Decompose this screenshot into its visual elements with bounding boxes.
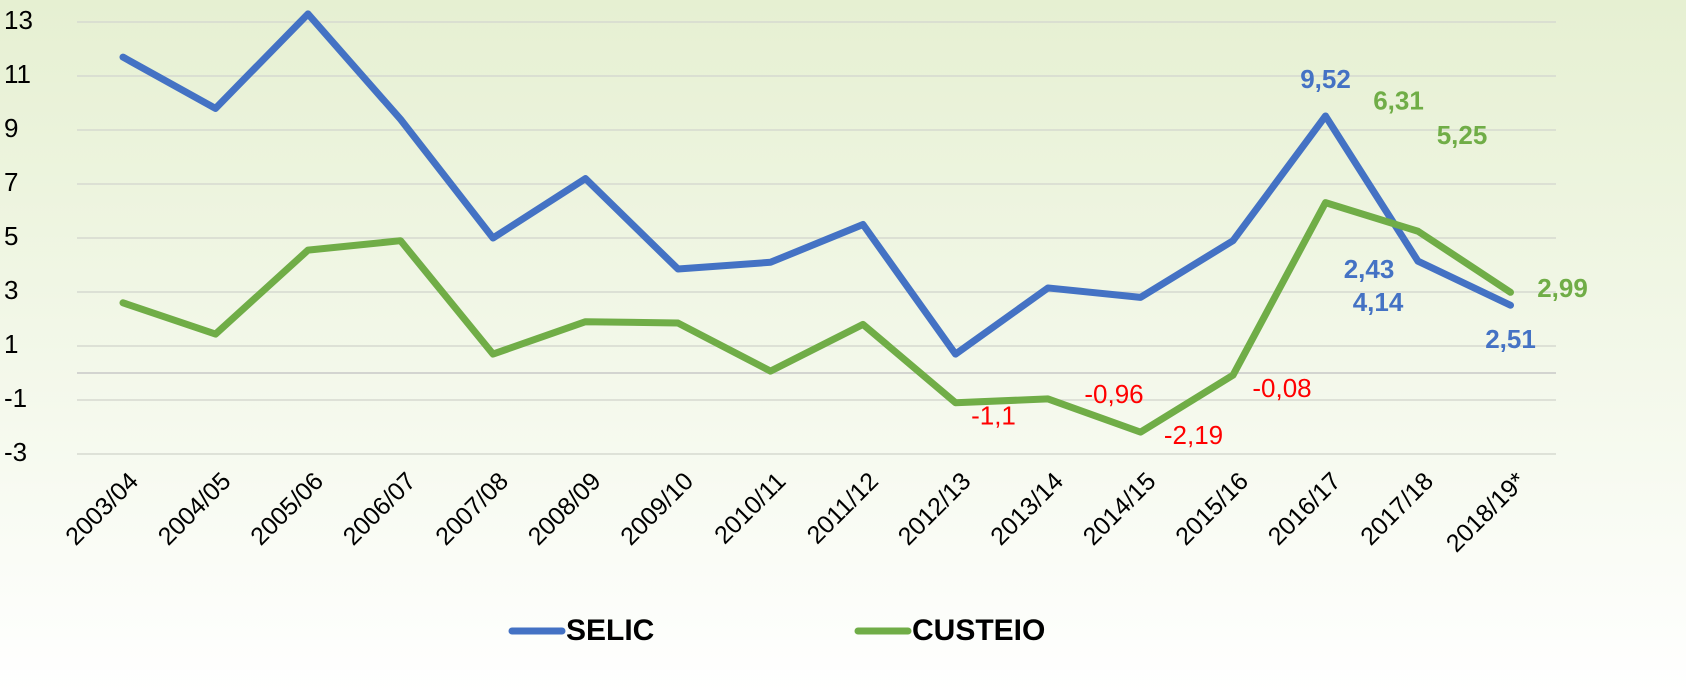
data-label: -1,1 [971, 401, 1016, 431]
data-label: -0,96 [1084, 379, 1143, 409]
series-line [119, 199, 1514, 436]
data-label: -2,19 [1164, 420, 1223, 450]
data-label: 9,52 [1300, 64, 1351, 94]
legend-label: CUSTEIO [912, 614, 1045, 647]
series-line [119, 10, 1514, 358]
y-tick-label: 11 [4, 59, 31, 89]
y-tick-label: 9 [4, 113, 18, 143]
y-tick-label: 5 [4, 221, 18, 251]
y-tick-label: 1 [4, 329, 18, 359]
y-tick-label: 3 [4, 275, 18, 305]
data-label: 5,25 [1437, 120, 1488, 150]
legend-label: SELIC [566, 614, 654, 647]
y-tick-label: 7 [4, 167, 18, 197]
data-label: -0,08 [1252, 373, 1311, 403]
annotation: 2,43 [1344, 254, 1395, 284]
y-tick-label: 13 [4, 5, 33, 35]
y-tick-label: -3 [4, 437, 27, 467]
data-label: 2,51 [1485, 324, 1536, 354]
data-label: 6,31 [1373, 86, 1424, 116]
data-label: 4,14 [1353, 287, 1404, 317]
y-tick-label: -1 [4, 383, 27, 413]
data-label: 2,99 [1537, 273, 1588, 303]
